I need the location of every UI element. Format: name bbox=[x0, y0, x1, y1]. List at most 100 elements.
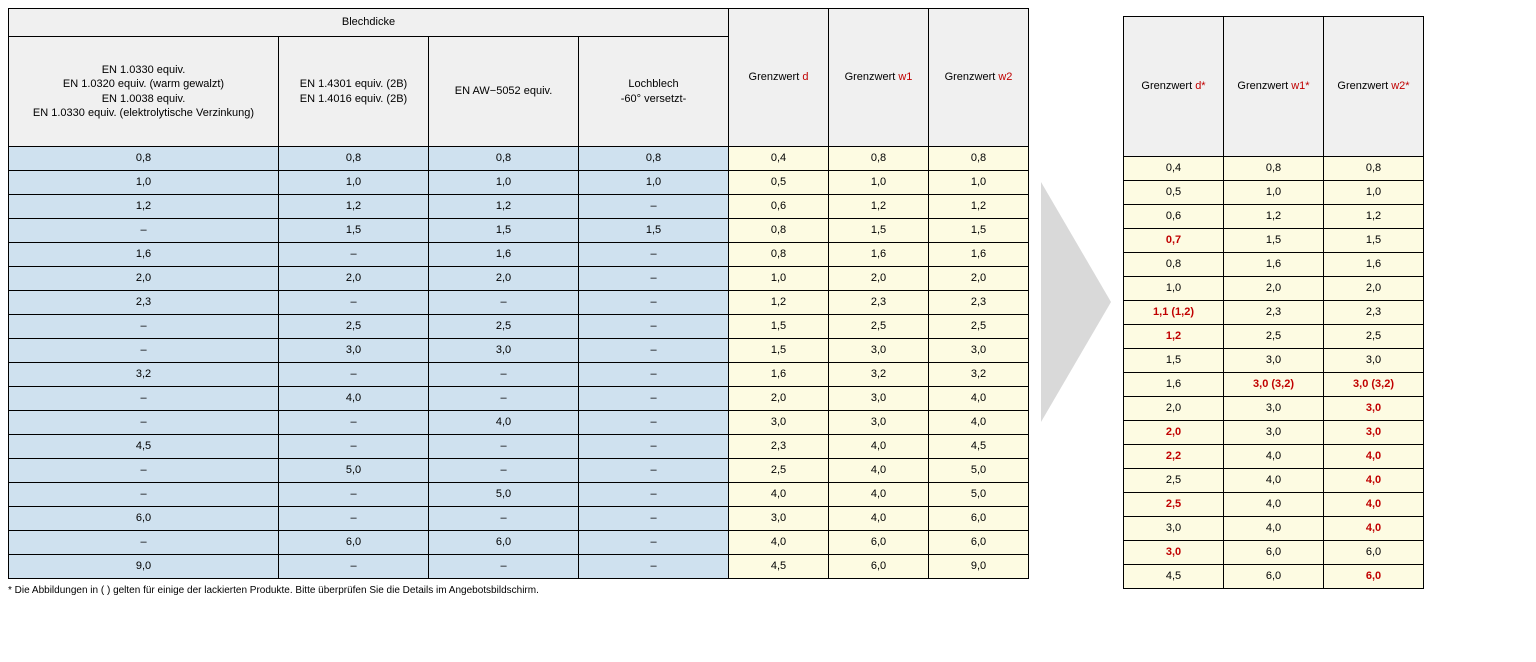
table-cell: 2,2 bbox=[1124, 444, 1224, 468]
header-symbol-d-star: d* bbox=[1195, 80, 1205, 92]
table-cell: 4,0 bbox=[1324, 468, 1424, 492]
header-label: Grenzwert bbox=[1237, 80, 1291, 92]
table-cell: 0,5 bbox=[729, 171, 829, 195]
header-label: Grenzwert bbox=[845, 71, 899, 83]
table-cell: 9,0 bbox=[929, 555, 1029, 579]
header-grenzwert-w2-star: Grenzwert w2* bbox=[1324, 16, 1424, 156]
table-cell: 0,8 bbox=[829, 147, 929, 171]
table-cell: 1,0 bbox=[9, 171, 279, 195]
table-cell: 1,6 bbox=[729, 363, 829, 387]
header-grenzwert-w2: Grenzwert w2 bbox=[929, 9, 1029, 147]
table-cell: 1,1 (1,2) bbox=[1124, 300, 1224, 324]
table-cell: 4,0 bbox=[1324, 516, 1424, 540]
table-cell: 1,0 bbox=[1224, 180, 1324, 204]
table-cell: – bbox=[579, 411, 729, 435]
table-cell: 2,0 bbox=[729, 387, 829, 411]
table-cell: 0,8 bbox=[1324, 156, 1424, 180]
table-cell: 1,5 bbox=[1324, 228, 1424, 252]
table-row: 0,71,51,5 bbox=[1124, 228, 1424, 252]
table-cell: 0,8 bbox=[9, 147, 279, 171]
table-cell: 4,0 bbox=[829, 459, 929, 483]
table-cell: 4,0 bbox=[729, 531, 829, 555]
table-cell: 1,5 bbox=[929, 219, 1029, 243]
table-row: –1,51,51,50,81,51,5 bbox=[9, 219, 1029, 243]
header-material-1: EN 1.4301 equiv. (2B)EN 1.4016 equiv. (2… bbox=[279, 37, 429, 147]
footnote-text: * Die Abbildungen in ( ) gelten für eini… bbox=[8, 585, 1029, 596]
table-row: 1,22,52,5 bbox=[1124, 324, 1424, 348]
table-cell: 2,0 bbox=[829, 267, 929, 291]
table-cell: – bbox=[429, 291, 579, 315]
table-cell: 3,0 bbox=[1324, 348, 1424, 372]
table-row: 0,61,21,2 bbox=[1124, 204, 1424, 228]
right-table: Grenzwert d* Grenzwert w1* Grenzwert w2*… bbox=[1123, 16, 1424, 589]
table-cell: 2,5 bbox=[929, 315, 1029, 339]
table-cell: 3,0 bbox=[1224, 348, 1324, 372]
table-cell: 0,4 bbox=[729, 147, 829, 171]
table-cell: 3,0 (3,2) bbox=[1324, 372, 1424, 396]
table-cell: 2,0 bbox=[429, 267, 579, 291]
table-row: 2,3–––1,22,32,3 bbox=[9, 291, 1029, 315]
table-cell: 6,0 bbox=[279, 531, 429, 555]
header-material-2: EN AW−5052 equiv. bbox=[429, 37, 579, 147]
header-label: Grenzwert bbox=[1141, 80, 1195, 92]
table-cell: 2,5 bbox=[279, 315, 429, 339]
table-cell: 6,0 bbox=[829, 531, 929, 555]
table-cell: 3,0 bbox=[829, 339, 929, 363]
table-cell: 1,2 bbox=[829, 195, 929, 219]
table-cell: 1,2 bbox=[929, 195, 1029, 219]
right-table-block: Grenzwert d* Grenzwert w1* Grenzwert w2*… bbox=[1123, 16, 1424, 589]
table-row: 0,80,80,80,80,40,80,8 bbox=[9, 147, 1029, 171]
table-cell: 4,0 bbox=[1324, 444, 1424, 468]
table-cell: – bbox=[9, 411, 279, 435]
header-label: Grenzwert bbox=[749, 71, 803, 83]
table-row: 2,54,04,0 bbox=[1124, 468, 1424, 492]
table-cell: 1,5 bbox=[579, 219, 729, 243]
table-cell: 2,0 bbox=[279, 267, 429, 291]
table-cell: – bbox=[579, 483, 729, 507]
table-cell: – bbox=[579, 291, 729, 315]
table-cell: 6,0 bbox=[1324, 540, 1424, 564]
table-cell: 1,6 bbox=[929, 243, 1029, 267]
table-cell: 1,2 bbox=[1224, 204, 1324, 228]
table-cell: 2,0 bbox=[9, 267, 279, 291]
table-row: 6,0–––3,04,06,0 bbox=[9, 507, 1029, 531]
table-cell: 3,0 bbox=[829, 411, 929, 435]
table-cell: 2,3 bbox=[9, 291, 279, 315]
table-cell: 6,0 bbox=[9, 507, 279, 531]
table-cell: 2,3 bbox=[929, 291, 1029, 315]
table-cell: 1,0 bbox=[929, 171, 1029, 195]
table-cell: 0,6 bbox=[729, 195, 829, 219]
table-cell: 6,0 bbox=[1324, 564, 1424, 588]
table-cell: 2,0 bbox=[1224, 276, 1324, 300]
table-row: –5,0––2,54,05,0 bbox=[9, 459, 1029, 483]
table-cell: – bbox=[579, 339, 729, 363]
table-cell: 1,0 bbox=[729, 267, 829, 291]
table-cell: – bbox=[9, 339, 279, 363]
table-cell: 4,0 bbox=[1224, 516, 1324, 540]
header-label: Grenzwert bbox=[945, 71, 999, 83]
table-cell: 1,2 bbox=[279, 195, 429, 219]
table-cell: 4,5 bbox=[929, 435, 1029, 459]
table-row: 1,02,02,0 bbox=[1124, 276, 1424, 300]
table-cell: – bbox=[279, 435, 429, 459]
table-cell: 6,0 bbox=[429, 531, 579, 555]
header-symbol-w1: w1 bbox=[898, 71, 912, 83]
table-row: 1,1 (1,2)2,32,3 bbox=[1124, 300, 1424, 324]
table-row: 0,51,01,0 bbox=[1124, 180, 1424, 204]
table-cell: 2,5 bbox=[1124, 468, 1224, 492]
table-cell: – bbox=[9, 387, 279, 411]
table-cell: 4,0 bbox=[929, 387, 1029, 411]
table-cell: 1,6 bbox=[1324, 252, 1424, 276]
table-cell: 6,0 bbox=[1224, 540, 1324, 564]
table-cell: 2,3 bbox=[1224, 300, 1324, 324]
table-cell: – bbox=[279, 291, 429, 315]
table-cell: 0,4 bbox=[1124, 156, 1224, 180]
table-cell: 1,0 bbox=[579, 171, 729, 195]
table-cell: – bbox=[429, 555, 579, 579]
table-cell: 1,2 bbox=[429, 195, 579, 219]
table-row: 1,6–1,6–0,81,61,6 bbox=[9, 243, 1029, 267]
table-cell: 0,8 bbox=[429, 147, 579, 171]
table-row: –4,0––2,03,04,0 bbox=[9, 387, 1029, 411]
table-cell: 5,0 bbox=[929, 483, 1029, 507]
table-cell: 2,3 bbox=[829, 291, 929, 315]
